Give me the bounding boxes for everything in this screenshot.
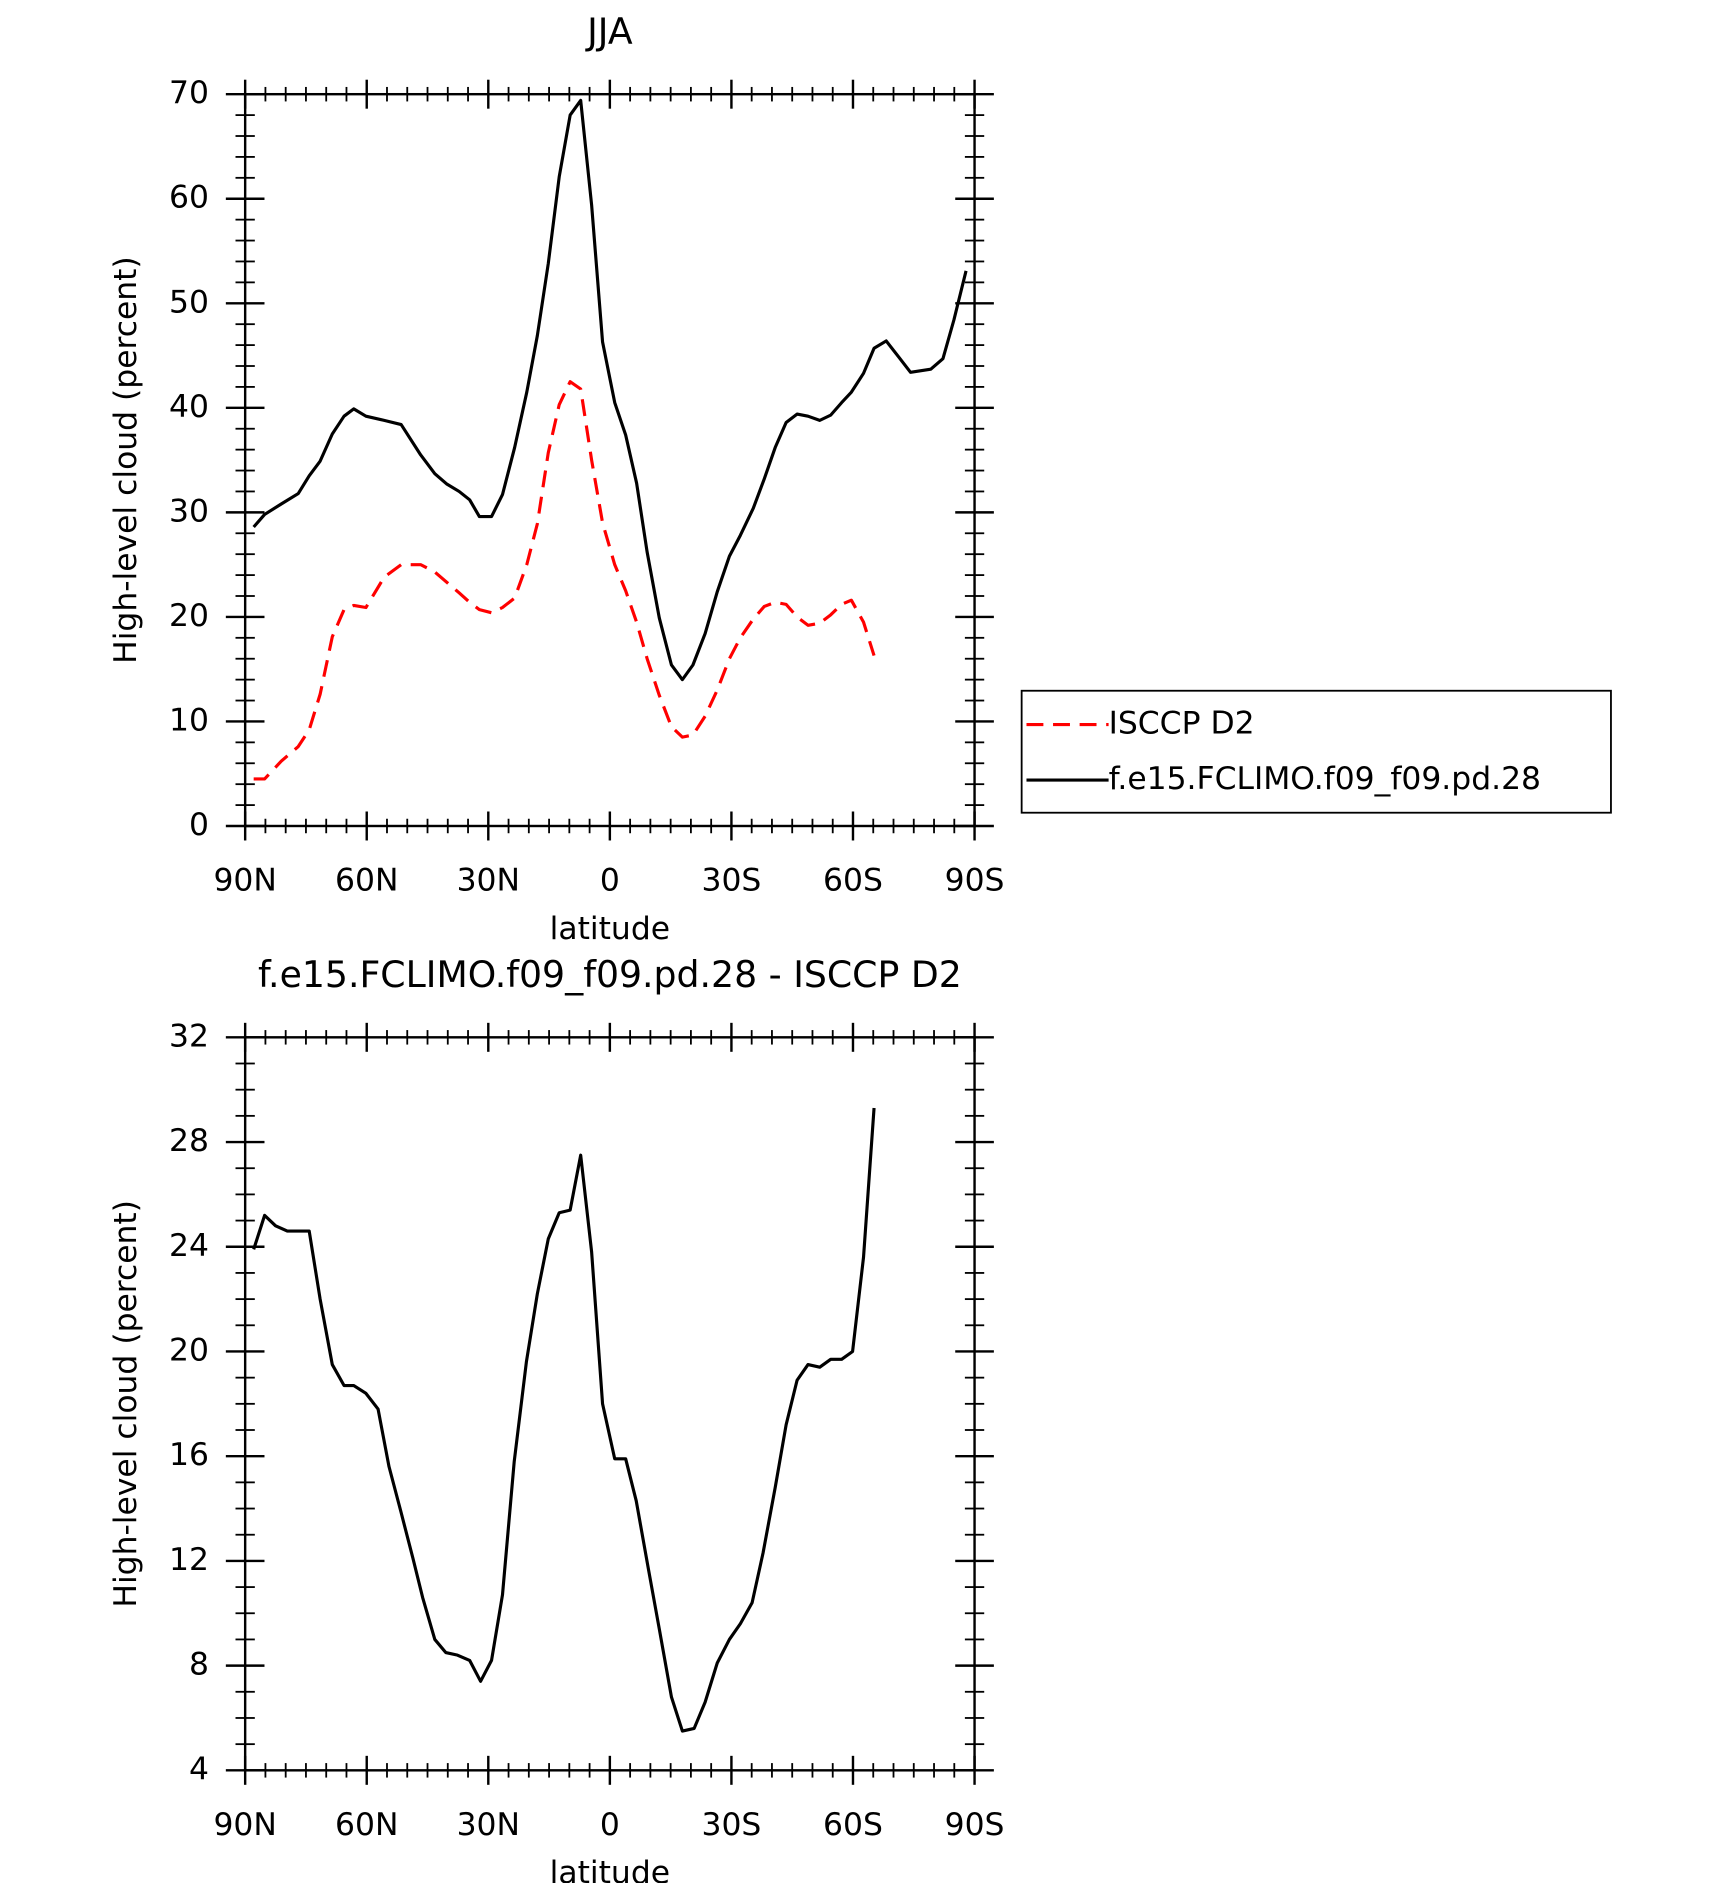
y-tick-label: 4 — [189, 1751, 209, 1787]
data-line — [252, 1107, 876, 1733]
data-line — [252, 98, 968, 682]
y-tick-label: 16 — [169, 1437, 209, 1473]
plot-frame — [243, 1036, 976, 1772]
y-axis-title: High-level cloud (percent) — [108, 256, 144, 664]
x-axis-title: latitude — [550, 1855, 670, 1883]
x-tick-label: 30N — [457, 863, 520, 899]
x-tick-label: 90N — [213, 1807, 276, 1843]
x-tick-label: 90S — [945, 1807, 1005, 1843]
y-axis-title: High-level cloud (percent) — [108, 1200, 144, 1608]
x-tick-label: 60N — [335, 863, 398, 899]
y-tick-label: 12 — [169, 1542, 209, 1578]
x-tick-label: 30N — [457, 1807, 520, 1843]
y-tick-label: 24 — [169, 1228, 209, 1264]
x-tick-label: 90S — [945, 863, 1005, 899]
y-tick-label: 20 — [169, 1332, 209, 1368]
y-tick-label: 60 — [169, 180, 209, 216]
legend-label: f.e15.FCLIMO.f09_f09.pd.28 — [1109, 761, 1541, 797]
x-tick-label: 60S — [823, 863, 883, 899]
y-tick-label: 20 — [169, 598, 209, 634]
chart-title: JJA — [585, 10, 633, 53]
y-tick-label: 10 — [169, 702, 209, 738]
data-line — [253, 380, 876, 781]
plot: f.e15.FCLIMO.f09_f09.pd.28 - ISCCP D2 90N… — [108, 953, 1005, 1883]
x-tick-label: 90N — [213, 863, 276, 899]
y-tick-label: 50 — [169, 284, 209, 320]
x-tick-label: 30S — [702, 1807, 762, 1843]
legend-label: ISCCP D2 — [1109, 706, 1255, 742]
y-tick-label: 0 — [189, 807, 209, 843]
y-tick-label: 70 — [169, 75, 209, 111]
x-tick-label: 60N — [335, 1807, 398, 1843]
legend-box — [1020, 689, 1612, 814]
y-tick-label: 40 — [169, 389, 209, 425]
x-tick-label: 30S — [702, 863, 762, 899]
x-tick-label: 60S — [823, 1807, 883, 1843]
legend: ISCCP D2 f.e15.FCLIMO.f09_f09.pd.28 — [1020, 689, 1612, 814]
x-axis-title: latitude — [550, 911, 670, 947]
chart-title: f.e15.FCLIMO.f09_f09.pd.28 - ISCCP D2 — [258, 953, 962, 996]
plot-frame — [243, 92, 976, 828]
y-tick-label: 32 — [169, 1018, 209, 1054]
y-tick-label: 28 — [169, 1123, 209, 1159]
x-tick-label: 0 — [600, 1807, 620, 1843]
y-tick-label: 30 — [169, 493, 209, 529]
y-tick-label: 8 — [189, 1647, 209, 1683]
x-tick-label: 0 — [600, 863, 620, 899]
plot: JJA 90N 60N 30N 0 30S 60S 90S 0 10 20 30 40 50 60 70 lat… — [108, 10, 1005, 947]
